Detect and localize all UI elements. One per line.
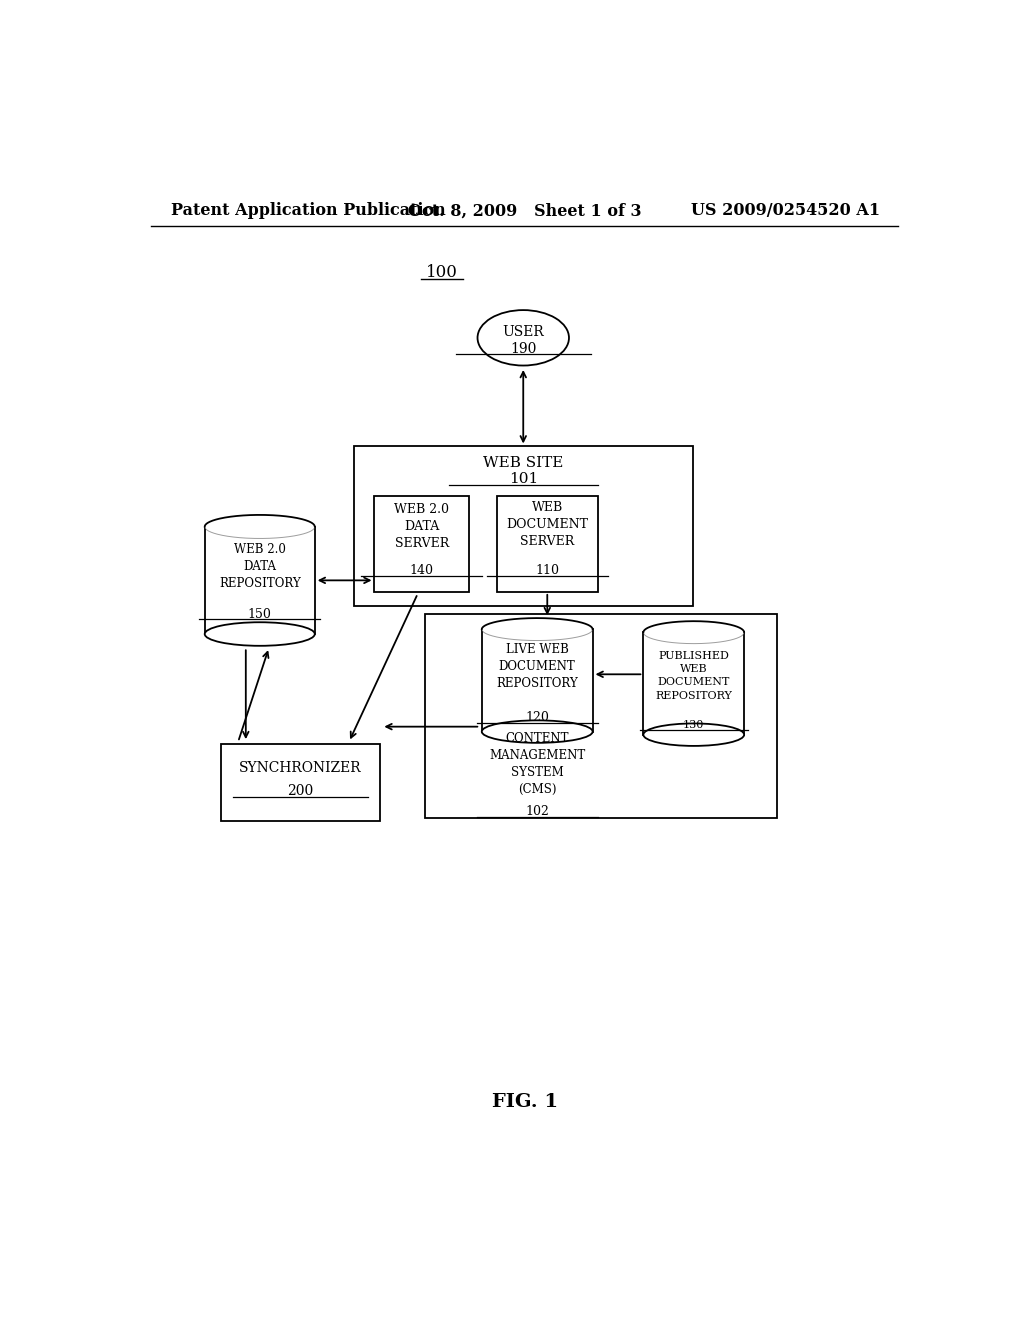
Ellipse shape bbox=[481, 618, 593, 640]
Bar bbox=[354, 446, 693, 606]
Bar bbox=[205, 527, 314, 634]
Text: SYNCHRONIZER: SYNCHRONIZER bbox=[240, 762, 361, 775]
Text: FIG. 1: FIG. 1 bbox=[492, 1093, 558, 1110]
Bar bbox=[221, 743, 380, 821]
Bar bbox=[375, 496, 469, 591]
Text: Oct. 8, 2009   Sheet 1 of 3: Oct. 8, 2009 Sheet 1 of 3 bbox=[408, 202, 642, 219]
Text: 120: 120 bbox=[525, 711, 549, 723]
Bar bbox=[425, 614, 777, 818]
Bar bbox=[643, 632, 744, 735]
Text: 140: 140 bbox=[410, 564, 434, 577]
Text: WEB SITE: WEB SITE bbox=[483, 457, 564, 470]
Text: PUBLISHED
WEB
DOCUMENT
REPOSITORY: PUBLISHED WEB DOCUMENT REPOSITORY bbox=[655, 651, 732, 701]
Ellipse shape bbox=[481, 721, 593, 743]
Ellipse shape bbox=[643, 723, 744, 746]
Text: 130: 130 bbox=[683, 721, 705, 730]
Text: WEB
DOCUMENT
SERVER: WEB DOCUMENT SERVER bbox=[506, 502, 588, 548]
Ellipse shape bbox=[205, 515, 314, 539]
Text: LIVE WEB
DOCUMENT
REPOSITORY: LIVE WEB DOCUMENT REPOSITORY bbox=[497, 643, 579, 690]
Text: CONTENT
MANAGEMENT
SYSTEM
(CMS): CONTENT MANAGEMENT SYSTEM (CMS) bbox=[489, 731, 586, 796]
Ellipse shape bbox=[643, 622, 744, 644]
Text: USER: USER bbox=[503, 325, 544, 339]
Text: 150: 150 bbox=[248, 607, 271, 620]
Text: 190: 190 bbox=[510, 342, 537, 355]
Bar bbox=[497, 496, 598, 591]
Text: WEB 2.0
DATA
REPOSITORY: WEB 2.0 DATA REPOSITORY bbox=[219, 543, 301, 590]
Text: WEB 2.0
DATA
SERVER: WEB 2.0 DATA SERVER bbox=[394, 503, 450, 550]
Bar bbox=[481, 630, 593, 731]
Text: 200: 200 bbox=[288, 784, 313, 799]
Text: 102: 102 bbox=[525, 805, 549, 818]
Text: 101: 101 bbox=[509, 471, 539, 486]
Text: 110: 110 bbox=[536, 564, 559, 577]
Text: 100: 100 bbox=[426, 264, 458, 281]
Text: Patent Application Publication: Patent Application Publication bbox=[171, 202, 445, 219]
Ellipse shape bbox=[477, 310, 569, 366]
Ellipse shape bbox=[205, 622, 314, 645]
Text: US 2009/0254520 A1: US 2009/0254520 A1 bbox=[690, 202, 880, 219]
